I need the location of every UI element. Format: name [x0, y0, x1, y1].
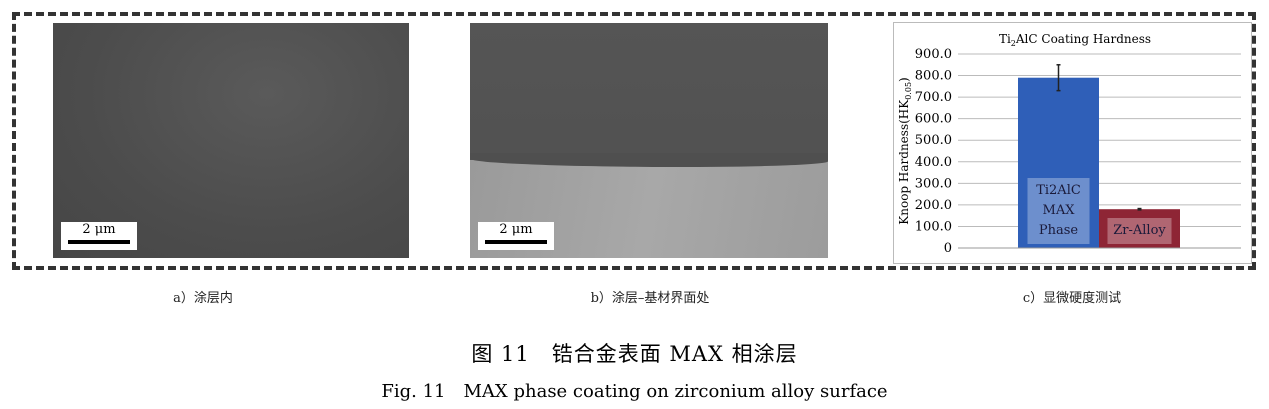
scale-bar: 2 μm	[478, 222, 554, 250]
bar-1	[1099, 209, 1180, 248]
bar-0	[1018, 77, 1099, 248]
micrograph-coating-interior: 2 μm	[53, 23, 409, 258]
bar-label: Ti2AlC	[1036, 183, 1081, 198]
y-tick-label: 400.0	[915, 155, 952, 170]
figure-title-en: Fig. 11 MAX phase coating on zirconium a…	[381, 381, 888, 402]
y-tick-label: 100.0	[915, 219, 952, 234]
y-tick-label: 700.0	[915, 90, 952, 105]
y-axis-label: Knoop Hardness(HK0.05)	[897, 77, 913, 224]
bar-label: MAX	[1043, 203, 1076, 218]
y-tick-label: 600.0	[915, 112, 952, 127]
scale-label: 2 μm	[499, 222, 533, 237]
scale-label: 2 μm	[82, 222, 116, 237]
bar-label: Phase	[1039, 223, 1079, 238]
y-tick-label: 800.0	[915, 69, 952, 84]
scale-bar: 2 μm	[61, 222, 137, 250]
y-tick-label: 900.0	[915, 47, 952, 62]
caption-a: a）涂层内	[173, 291, 233, 306]
bar-label: Zr-Alloy	[1113, 223, 1166, 238]
caption-c: c）显微硬度测试	[1022, 291, 1122, 306]
chart-title: Ti2AlC Coating Hardness	[999, 32, 1151, 48]
y-tick-label: 300.0	[915, 176, 952, 191]
hardness-chart: Ti2AlC Coating Hardness 0 100.0 200.0 300.0 4…	[893, 22, 1252, 264]
bar-label-box	[1027, 178, 1090, 244]
chart-svg: Ti2AlC Coating Hardness 0 100.0 200.0 300.0 4…	[897, 32, 1241, 256]
micrograph-interface: 2 μm	[470, 23, 828, 258]
figure-frame	[12, 12, 1256, 270]
figure-title-zh: 图 11 锆合金表面 MAX 相涂层	[471, 342, 798, 366]
y-tick-label: 0	[944, 241, 952, 256]
y-tick-label: 200.0	[915, 198, 952, 213]
y-tick-label: 500.0	[915, 133, 952, 148]
bar-label-box	[1107, 218, 1172, 244]
caption-b: b）涂层–基材界面处	[590, 291, 710, 306]
